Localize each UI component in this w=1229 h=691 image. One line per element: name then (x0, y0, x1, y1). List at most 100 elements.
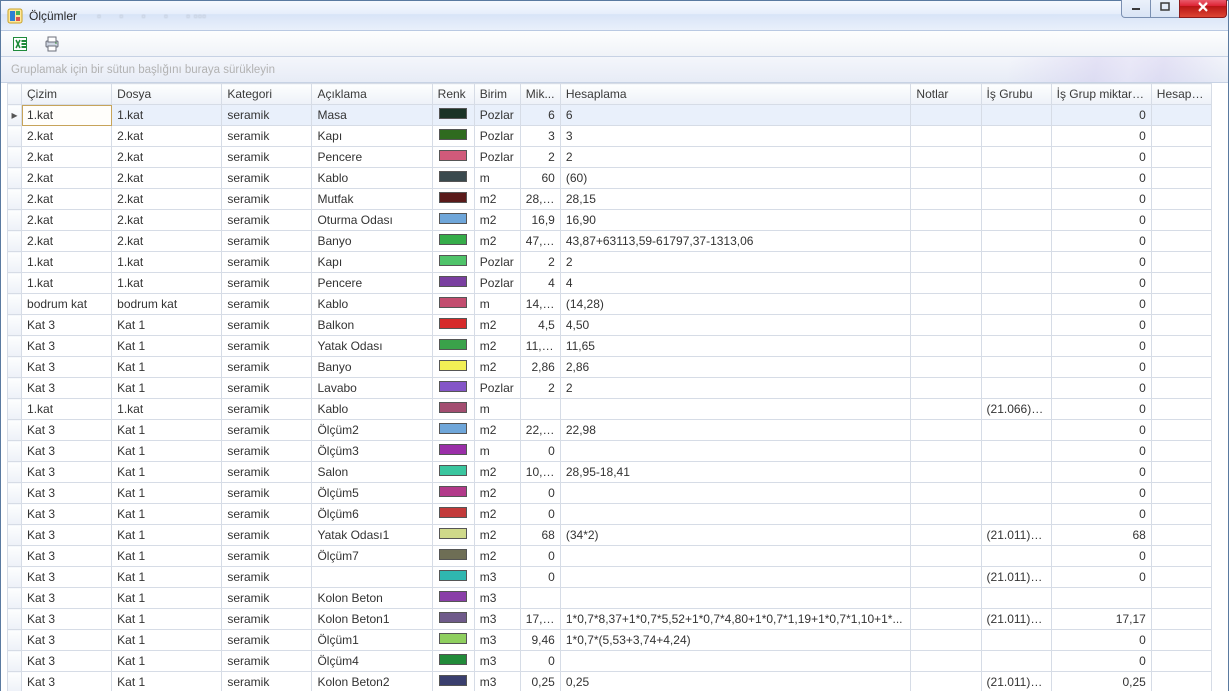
cell-miktar[interactable]: 6 (520, 105, 560, 126)
table-row[interactable]: bodrum katbodrum katseramikKablom14,28(1… (8, 294, 1212, 315)
table-row[interactable]: 1.kat1.katseramikPencerePozlar440 (8, 273, 1212, 294)
cell-renk[interactable] (432, 609, 474, 630)
cell-renk[interactable] (432, 231, 474, 252)
cell-hesaplama[interactable]: (60) (560, 168, 911, 189)
cell-hesapla2[interactable] (1151, 294, 1211, 315)
cell-kategori[interactable]: seramik (222, 336, 312, 357)
cell-renk[interactable] (432, 210, 474, 231)
cell-isgrup-miktar[interactable]: 0 (1051, 399, 1151, 420)
cell-dosya[interactable]: Kat 1 (112, 567, 222, 588)
cell-renk[interactable] (432, 336, 474, 357)
cell-isgrubu[interactable] (981, 630, 1051, 651)
cell-notlar[interactable] (911, 630, 981, 651)
cell-kategori[interactable]: seramik (222, 126, 312, 147)
cell-hesaplama[interactable]: 4,50 (560, 315, 911, 336)
cell-renk[interactable] (432, 294, 474, 315)
cell-hesaplama[interactable]: 1*0,7*(5,53+3,74+4,24) (560, 630, 911, 651)
cell-birim[interactable]: m2 (474, 462, 520, 483)
cell-isgrup-miktar[interactable]: 0 (1051, 189, 1151, 210)
cell-aciklama[interactable]: Ölçüm2 (312, 420, 432, 441)
cell-hesapla2[interactable] (1151, 315, 1211, 336)
cell-aciklama[interactable]: Banyo (312, 231, 432, 252)
table-row[interactable]: Kat 3Kat 1seramikÖlçüm4m300 (8, 651, 1212, 672)
table-row[interactable]: Kat 3Kat 1seramikYatak Odası1m268(34*2)(… (8, 525, 1212, 546)
cell-hesaplama[interactable] (560, 546, 911, 567)
cell-miktar[interactable]: 16,9 (520, 210, 560, 231)
close-button[interactable] (1179, 0, 1227, 18)
cell-miktar[interactable]: 4 (520, 273, 560, 294)
cell-cizim[interactable]: Kat 3 (22, 315, 112, 336)
cell-renk[interactable] (432, 252, 474, 273)
cell-isgrubu[interactable] (981, 105, 1051, 126)
cell-dosya[interactable]: Kat 1 (112, 462, 222, 483)
cell-renk[interactable] (432, 567, 474, 588)
cell-isgrup-miktar[interactable]: 0 (1051, 210, 1151, 231)
cell-kategori[interactable]: seramik (222, 651, 312, 672)
cell-kategori[interactable]: seramik (222, 567, 312, 588)
cell-isgrup-miktar[interactable]: 0 (1051, 273, 1151, 294)
table-row[interactable]: Kat 3Kat 1seramikSalonm210,5428,95-18,41… (8, 462, 1212, 483)
cell-aciklama[interactable]: Pencere (312, 147, 432, 168)
cell-hesaplama[interactable]: 22,98 (560, 420, 911, 441)
cell-birim[interactable]: Pozlar (474, 126, 520, 147)
cell-isgrubu[interactable] (981, 441, 1051, 462)
cell-isgrup-miktar[interactable]: 0 (1051, 462, 1151, 483)
cell-isgrup-miktar[interactable]: 68 (1051, 525, 1151, 546)
cell-dosya[interactable]: Kat 1 (112, 420, 222, 441)
cell-birim[interactable]: Pozlar (474, 252, 520, 273)
cell-cizim[interactable]: Kat 3 (22, 441, 112, 462)
cell-kategori[interactable]: seramik (222, 357, 312, 378)
cell-hesaplama[interactable]: (34*2) (560, 525, 911, 546)
cell-cizim[interactable]: Kat 3 (22, 357, 112, 378)
cell-hesapla2[interactable] (1151, 525, 1211, 546)
cell-miktar[interactable]: 4,5 (520, 315, 560, 336)
cell-renk[interactable] (432, 273, 474, 294)
cell-notlar[interactable] (911, 462, 981, 483)
cell-aciklama[interactable]: Kolon Beton (312, 588, 432, 609)
cell-birim[interactable]: m (474, 168, 520, 189)
cell-dosya[interactable]: Kat 1 (112, 504, 222, 525)
cell-kategori[interactable]: seramik (222, 441, 312, 462)
cell-miktar[interactable] (520, 588, 560, 609)
cell-kategori[interactable]: seramik (222, 315, 312, 336)
cell-isgrup-miktar[interactable]: 0 (1051, 126, 1151, 147)
cell-isgrubu[interactable] (981, 252, 1051, 273)
cell-renk[interactable] (432, 420, 474, 441)
cell-isgrubu[interactable] (981, 483, 1051, 504)
cell-kategori[interactable]: seramik (222, 525, 312, 546)
cell-dosya[interactable]: Kat 1 (112, 546, 222, 567)
cell-renk[interactable] (432, 588, 474, 609)
cell-birim[interactable]: Pozlar (474, 273, 520, 294)
cell-miktar[interactable]: 11,65 (520, 336, 560, 357)
cell-hesaplama[interactable] (560, 567, 911, 588)
table-row[interactable]: 1.kat1.katseramikKapıPozlar220 (8, 252, 1212, 273)
cell-isgrup-miktar[interactable]: 0 (1051, 420, 1151, 441)
col-aciklama[interactable]: Açıklama (312, 84, 432, 105)
cell-renk[interactable] (432, 630, 474, 651)
cell-cizim[interactable]: 2.kat (22, 231, 112, 252)
cell-kategori[interactable]: seramik (222, 294, 312, 315)
cell-aciklama[interactable]: Mutfak (312, 189, 432, 210)
cell-renk[interactable] (432, 483, 474, 504)
cell-cizim[interactable]: 1.kat (22, 105, 112, 126)
cell-cizim[interactable]: Kat 3 (22, 609, 112, 630)
cell-isgrup-miktar[interactable]: 0 (1051, 105, 1151, 126)
col-hesapla2[interactable]: Hesapla... (1151, 84, 1211, 105)
cell-isgrubu[interactable] (981, 168, 1051, 189)
cell-dosya[interactable]: 1.kat (112, 105, 222, 126)
cell-kategori[interactable]: seramik (222, 630, 312, 651)
cell-hesapla2[interactable] (1151, 546, 1211, 567)
cell-hesapla2[interactable] (1151, 357, 1211, 378)
cell-hesapla2[interactable] (1151, 567, 1211, 588)
cell-hesaplama[interactable] (560, 399, 911, 420)
col-indicator[interactable] (8, 84, 22, 105)
cell-dosya[interactable]: 2.kat (112, 231, 222, 252)
titlebar[interactable]: Ölçümler ▫▫▫▫▫ ▫▫▫ (1, 1, 1228, 31)
cell-notlar[interactable] (911, 399, 981, 420)
cell-hesapla2[interactable] (1151, 336, 1211, 357)
cell-cizim[interactable]: Kat 3 (22, 504, 112, 525)
cell-hesapla2[interactable] (1151, 588, 1211, 609)
col-renk[interactable]: Renk (432, 84, 474, 105)
cell-isgrubu[interactable] (981, 420, 1051, 441)
cell-kategori[interactable]: seramik (222, 483, 312, 504)
